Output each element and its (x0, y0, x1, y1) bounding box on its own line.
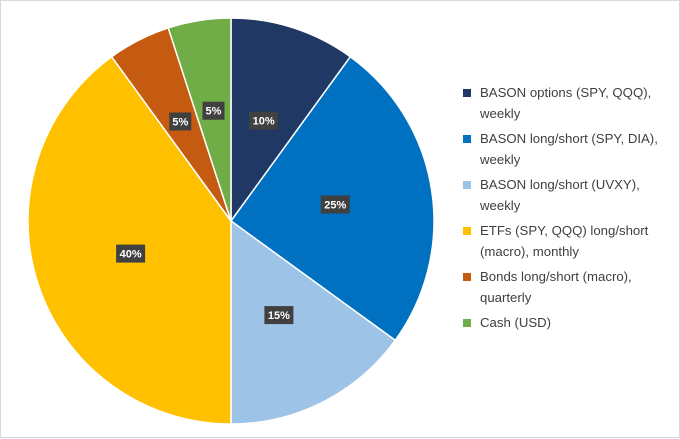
legend-label: BASON long/short (SPY, DIA), weekly (480, 131, 658, 167)
pie-slice (167, 17, 232, 222)
data-label: 15% (264, 306, 294, 325)
data-label: 40% (116, 244, 146, 263)
legend-label: BASON long/short (UVXY), weekly (480, 177, 640, 213)
data-label-text: 10% (253, 116, 275, 128)
data-labels: 10% 25% 15% 40% 5% 5% (116, 101, 350, 325)
data-label-box (116, 244, 146, 263)
data-label-text: 5% (206, 106, 222, 118)
data-label: 5% (202, 101, 225, 120)
legend-label: Bonds long/short (macro), quarterly (480, 269, 632, 305)
legend-label: ETFs (SPY, QQQ) long/short (macro), mont… (480, 223, 649, 259)
data-label-box (264, 306, 294, 325)
legend-item-cash: Cash (USD) (463, 312, 678, 333)
legend-label: Cash (USD) (480, 315, 552, 330)
data-label-text: 25% (324, 200, 346, 212)
data-label-box (169, 112, 192, 131)
legend-swatch (463, 227, 471, 235)
pie-slices (27, 17, 435, 425)
pie-slice (230, 17, 352, 224)
data-label-box (320, 195, 350, 214)
legend-item-bason-options: BASON options (SPY, QQQ), weekly (463, 82, 678, 124)
pie-slice (27, 55, 232, 425)
data-label-box (202, 101, 225, 120)
data-label: 5% (169, 112, 192, 131)
legend-swatch (463, 181, 471, 189)
legend-swatch (463, 319, 471, 327)
legend-swatch (463, 89, 471, 97)
legend: BASON options (SPY, QQQ), weekly BASON l… (463, 82, 678, 337)
data-label-text: 5% (172, 117, 188, 129)
data-label-box (249, 111, 279, 130)
legend-item-etfs: ETFs (SPY, QQQ) long/short (macro), mont… (463, 220, 678, 262)
legend-swatch (463, 273, 471, 281)
data-label-text: 15% (268, 310, 290, 322)
legend-swatch (463, 135, 471, 143)
legend-item-bason-long-short-uvxy: BASON long/short (UVXY), weekly (463, 174, 678, 216)
legend-item-bason-long-short-spy-dia: BASON long/short (SPY, DIA), weekly (463, 128, 678, 170)
data-label-text: 40% (120, 249, 142, 261)
data-label: 10% (249, 111, 279, 130)
legend-label: BASON options (SPY, QQQ), weekly (480, 85, 652, 121)
legend-item-bonds: Bonds long/short (macro), quarterly (463, 266, 678, 308)
pie-slice (230, 219, 397, 425)
data-label: 25% (320, 195, 350, 214)
